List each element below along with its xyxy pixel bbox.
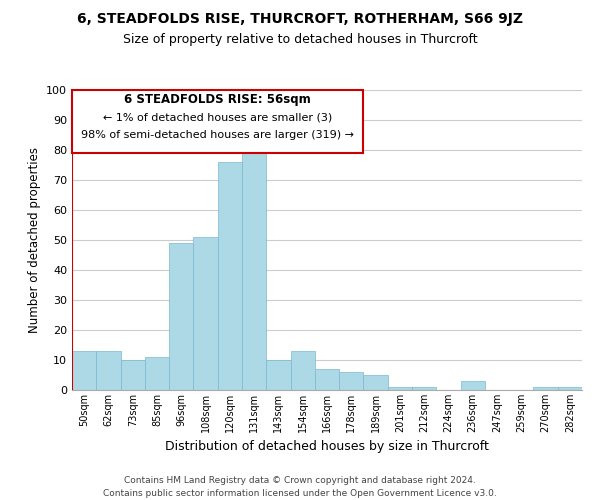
Bar — [193, 237, 218, 390]
Bar — [169, 243, 193, 390]
Text: Contains public sector information licensed under the Open Government Licence v3: Contains public sector information licen… — [103, 489, 497, 498]
Bar — [339, 372, 364, 390]
Bar — [145, 357, 169, 390]
Bar — [461, 381, 485, 390]
X-axis label: Distribution of detached houses by size in Thurcroft: Distribution of detached houses by size … — [165, 440, 489, 454]
Bar — [96, 351, 121, 390]
Bar — [121, 360, 145, 390]
Bar — [218, 162, 242, 390]
Bar — [558, 387, 582, 390]
Bar — [242, 147, 266, 390]
Bar — [72, 351, 96, 390]
Bar — [388, 387, 412, 390]
Text: Size of property relative to detached houses in Thurcroft: Size of property relative to detached ho… — [122, 32, 478, 46]
Y-axis label: Number of detached properties: Number of detached properties — [28, 147, 41, 333]
Bar — [533, 387, 558, 390]
Bar — [315, 369, 339, 390]
Bar — [266, 360, 290, 390]
Text: 6 STEADFOLDS RISE: 56sqm: 6 STEADFOLDS RISE: 56sqm — [124, 93, 311, 106]
Bar — [290, 351, 315, 390]
FancyBboxPatch shape — [72, 90, 362, 153]
Text: Contains HM Land Registry data © Crown copyright and database right 2024.: Contains HM Land Registry data © Crown c… — [124, 476, 476, 485]
Bar — [412, 387, 436, 390]
Text: 98% of semi-detached houses are larger (319) →: 98% of semi-detached houses are larger (… — [81, 130, 354, 140]
Bar — [364, 375, 388, 390]
Text: 6, STEADFOLDS RISE, THURCROFT, ROTHERHAM, S66 9JZ: 6, STEADFOLDS RISE, THURCROFT, ROTHERHAM… — [77, 12, 523, 26]
Text: ← 1% of detached houses are smaller (3): ← 1% of detached houses are smaller (3) — [103, 112, 332, 122]
